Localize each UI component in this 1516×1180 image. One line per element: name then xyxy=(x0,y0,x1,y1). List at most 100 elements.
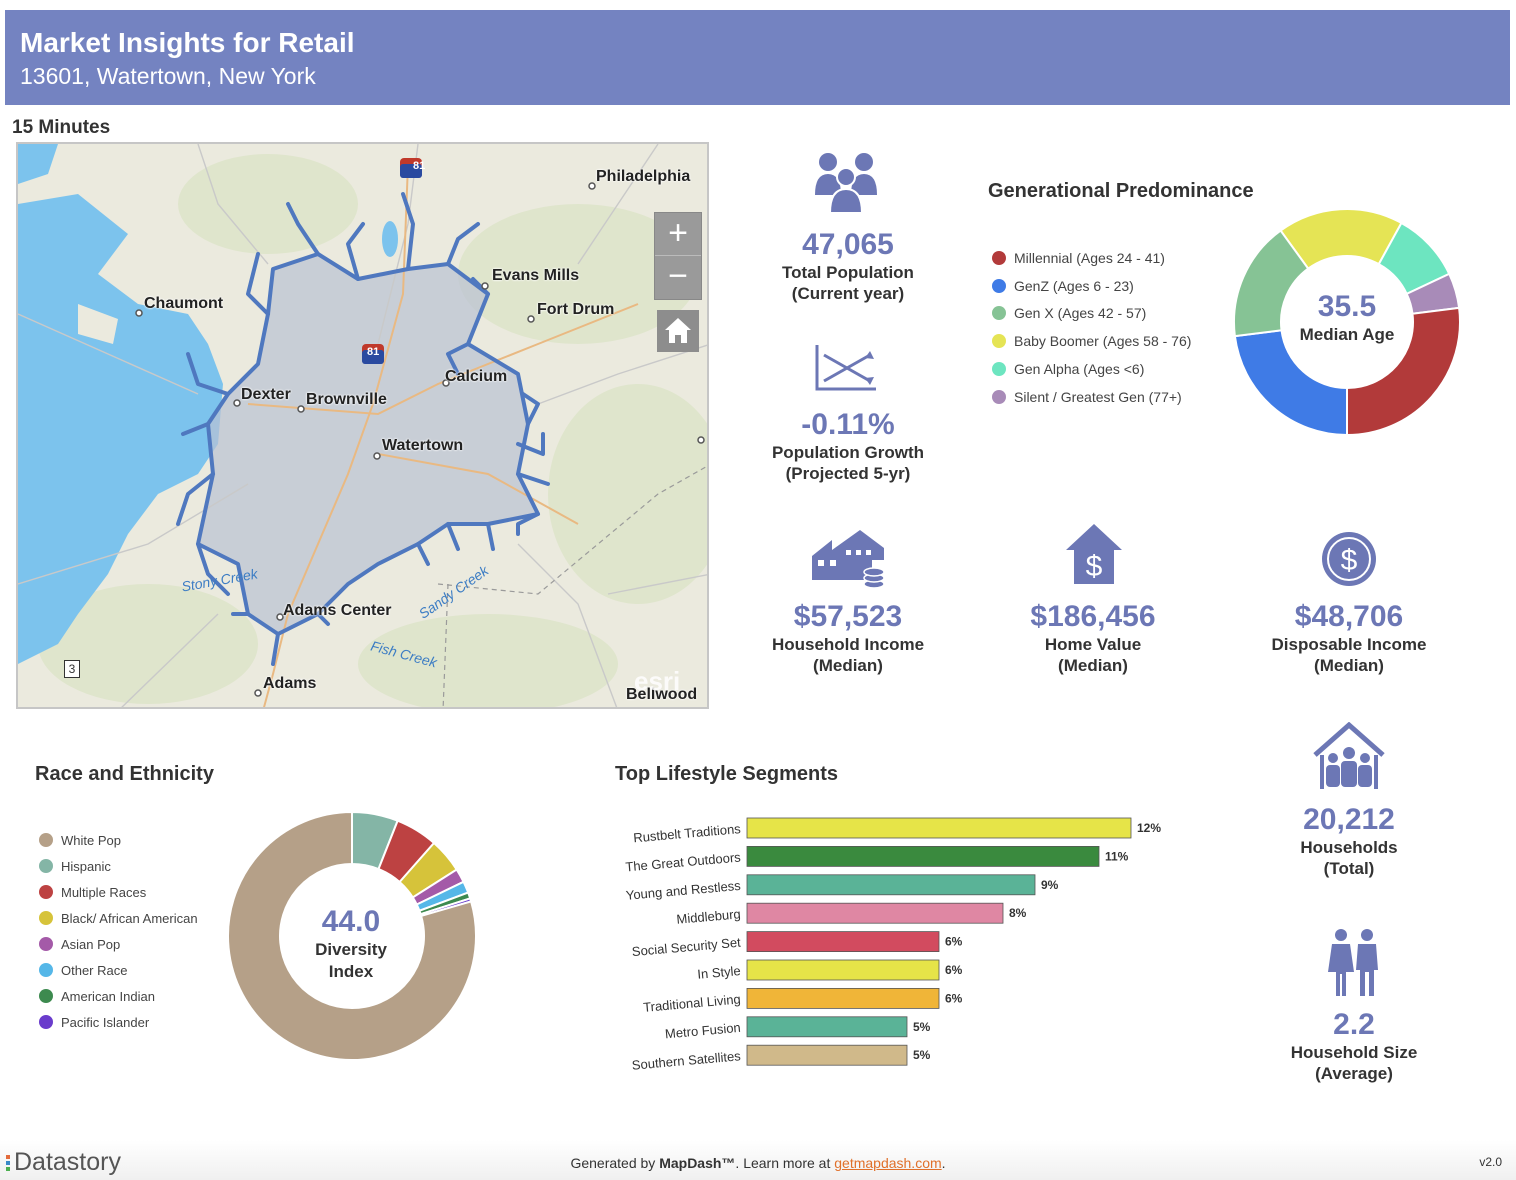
legend-item: Millennial (Ages 24 - 41) xyxy=(992,244,1191,272)
gen-product: MapDash™ xyxy=(659,1155,736,1171)
generational-legend: Millennial (Ages 24 - 41) GenZ (Ages 6 -… xyxy=(992,244,1191,411)
report-subtitle: 13601, Watertown, New York xyxy=(20,63,316,89)
zoom-out-button[interactable]: − xyxy=(668,257,688,295)
total-population-sublabel: (Current year) xyxy=(791,284,905,303)
lifestyle-bar[interactable] xyxy=(746,1016,908,1038)
legend-label: White Pop xyxy=(61,832,121,848)
legend-item: Asian Pop xyxy=(39,931,198,957)
mapdash-link[interactable]: getmapdash.com xyxy=(834,1155,942,1171)
legend-swatch xyxy=(992,250,1006,265)
legend-swatch xyxy=(39,833,53,847)
dollar-coin-icon: $ xyxy=(1322,532,1376,586)
donut-slice[interactable] xyxy=(1233,229,1310,338)
legend-swatch xyxy=(992,334,1006,349)
place-label: Adams xyxy=(263,675,317,692)
place-label: Adams Center xyxy=(283,602,392,619)
population-growth-value: -0.11% xyxy=(801,408,895,441)
disposable-income-label: Disposable Income xyxy=(1271,635,1427,654)
legend-label: Baby Boomer (Ages 58 - 76) xyxy=(1014,333,1192,350)
household-size-sublabel: (Average) xyxy=(1315,1064,1393,1083)
legend-item: Other Race xyxy=(39,957,198,983)
household-income-sublabel: (Median) xyxy=(813,656,883,675)
legend-item: Pacific Islander xyxy=(39,1009,198,1035)
svg-text:$: $ xyxy=(1086,550,1103,583)
version-label: v2.0 xyxy=(1479,1155,1502,1169)
diversity-index-value: 44.0 xyxy=(321,905,381,938)
lifestyle-bar-chart: Rustbelt Traditions 12% The Great Outdoors… xyxy=(625,817,1161,1073)
lifestyle-value-label: 9% xyxy=(1041,878,1059,892)
donut-slice[interactable] xyxy=(227,810,477,1061)
race-donut-chart xyxy=(227,810,477,1061)
place-label: Calcium xyxy=(445,368,508,385)
median-age-value: 35.5 xyxy=(1317,290,1377,323)
legend-item: Black/ African American xyxy=(39,905,198,931)
esri-attribution[interactable]: esri xyxy=(634,666,681,696)
lifestyle-category-label: The Great Outdoors xyxy=(625,849,742,874)
donut-slice[interactable] xyxy=(1346,306,1461,437)
lifestyle-bar[interactable] xyxy=(746,902,1004,924)
legend-item: Baby Boomer (Ages 58 - 76) xyxy=(992,327,1191,355)
legend-label: Gen Alpha (Ages <6) xyxy=(1014,361,1145,378)
legend-item: American Indian xyxy=(39,983,198,1009)
place-label: Dexter xyxy=(241,386,291,403)
legend-label: Hispanic xyxy=(61,858,111,874)
place-label: Philadelphia xyxy=(596,168,691,185)
race-legend: White Pop Hispanic Multiple Races Black/… xyxy=(39,827,198,1035)
legend-label: Gen X (Ages 42 - 57) xyxy=(1014,305,1147,322)
lifestyle-bar[interactable] xyxy=(746,874,1036,896)
legend-item: GenZ (Ages 6 - 23) xyxy=(992,272,1191,300)
lifestyle-bar[interactable] xyxy=(746,1044,908,1066)
generational-donut-chart xyxy=(1233,208,1461,437)
couple-icon xyxy=(1328,929,1378,996)
home-value-label: Home Value xyxy=(1044,635,1142,654)
report-title: Market Insights for Retail xyxy=(20,27,355,58)
gen-prefix: Generated by xyxy=(570,1155,660,1171)
diversity-index-sublabel: Index xyxy=(328,962,374,981)
trade-area-map[interactable]: 81 81 Philadelphia Evans Mills Fort Drum… xyxy=(16,142,709,709)
place-label: Chaumont xyxy=(144,295,224,312)
lifestyle-bar[interactable] xyxy=(746,846,1100,867)
place-label: Brownville xyxy=(306,391,387,408)
lifestyle-category-label: Social Security Set xyxy=(631,935,741,959)
disposable-income-value: $48,706 xyxy=(1294,600,1404,633)
disposable-income-stat: $48,706 Disposable Income (Median) xyxy=(1224,600,1474,676)
lifestyle-category-label: Young and Restless xyxy=(625,878,742,903)
place-label: Bellwood xyxy=(626,686,698,703)
legend-swatch xyxy=(992,306,1006,321)
lifestyle-bar[interactable] xyxy=(746,959,940,981)
map-home-button[interactable] xyxy=(657,310,699,352)
legend-swatch xyxy=(39,885,53,899)
drive-time-label: 15 Minutes xyxy=(12,117,111,138)
datastory-logo: Datastory xyxy=(4,1148,121,1177)
logo-dots-icon xyxy=(6,1155,10,1171)
family-house-icon xyxy=(1313,722,1385,789)
zoom-in-button[interactable]: + xyxy=(655,213,701,256)
legend-label: Multiple Races xyxy=(61,884,147,900)
households-sublabel: (Total) xyxy=(1323,859,1375,878)
total-population-label: Total Population xyxy=(782,263,914,282)
lifestyle-bar[interactable] xyxy=(746,817,1132,839)
lifestyle-category-label: Rustbelt Traditions xyxy=(633,821,742,845)
route-3-shield: 3 xyxy=(64,660,80,678)
median-age-label: Median Age xyxy=(1299,325,1395,344)
legend-swatch xyxy=(992,278,1006,293)
legend-swatch xyxy=(39,859,53,873)
legend-label: American Indian xyxy=(61,988,155,1004)
lifestyle-value-label: 8% xyxy=(1009,906,1027,920)
lifestyle-title: Top Lifestyle Segments xyxy=(615,763,839,785)
legend-swatch xyxy=(39,989,53,1003)
legend-swatch xyxy=(39,1015,53,1029)
home-value-value: $186,456 xyxy=(1030,600,1156,633)
lifestyle-bar[interactable] xyxy=(746,931,940,952)
household-income-label: Household Income xyxy=(771,635,925,654)
legend-item: Hispanic xyxy=(39,853,198,879)
diversity-index-label: Diversity xyxy=(315,940,387,959)
interstate-81-label-north: 81 xyxy=(413,160,426,172)
gen-suffix: . xyxy=(941,1155,946,1171)
gen-middle: . Learn more at xyxy=(735,1155,835,1171)
legend-item: Multiple Races xyxy=(39,879,198,905)
lifestyle-bar[interactable] xyxy=(746,987,940,1009)
svg-text:$: $ xyxy=(1341,544,1358,577)
lifestyle-category-label: In Style xyxy=(697,963,742,982)
